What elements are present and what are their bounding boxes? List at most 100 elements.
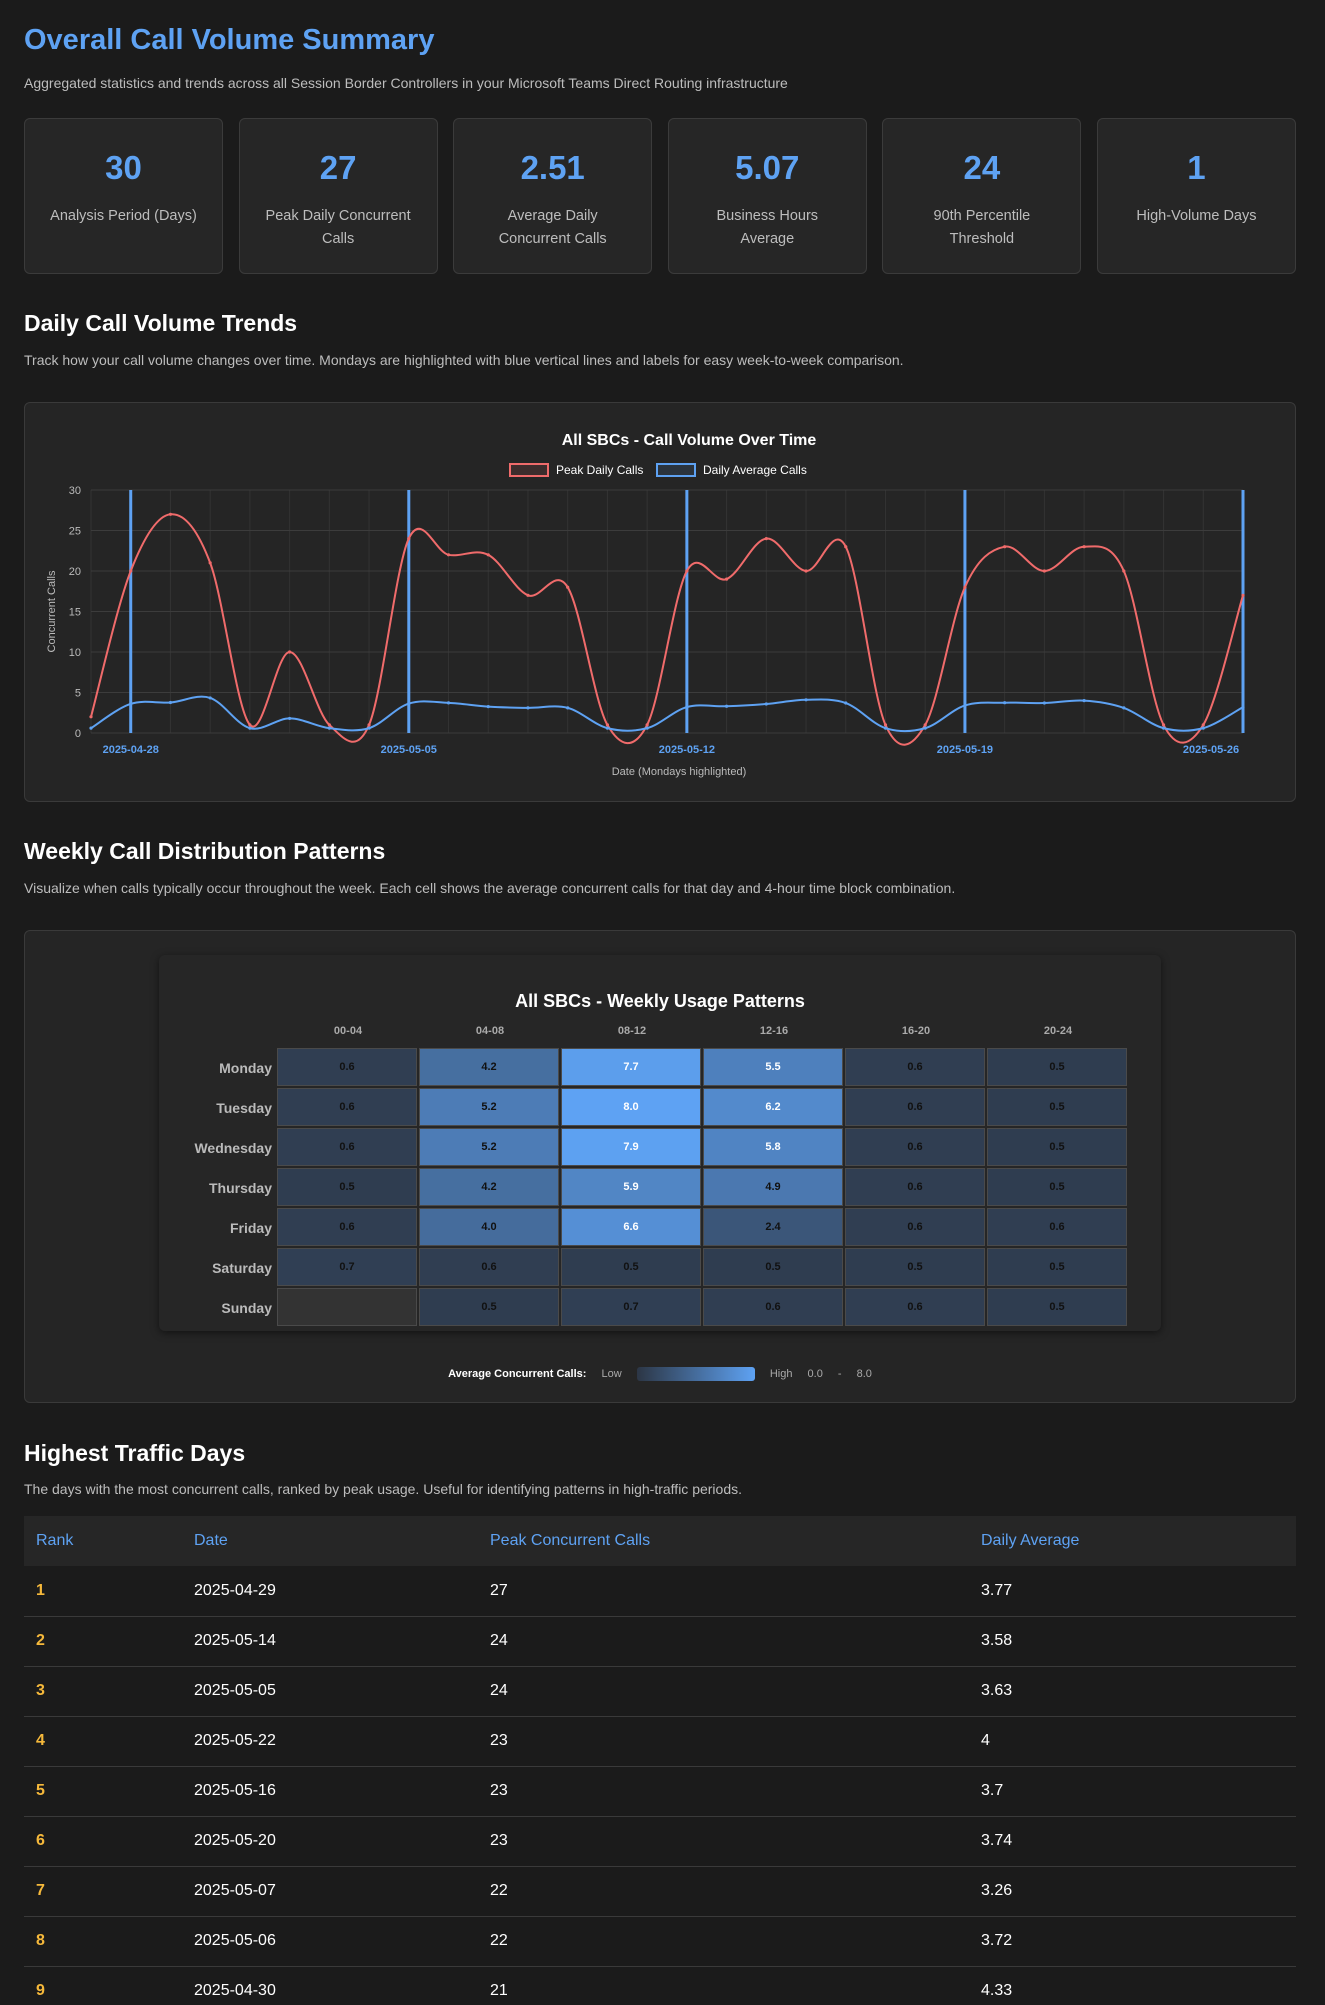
y-tick-label: 30 [69, 485, 81, 497]
data-point [685, 705, 689, 709]
heatmap-cell: 6.6 [561, 1208, 701, 1246]
stat-label: Peak Daily Concurrent Calls [265, 208, 411, 247]
average-cell: 3.26 [969, 1866, 1296, 1917]
series-line-average [90, 695, 1244, 733]
data-point [208, 696, 212, 700]
heatmap-card: All SBCs - Weekly Usage Patterns 00-04 04… [159, 955, 1161, 1331]
table-row: 8 2025-05-06 22 3.72 [24, 1916, 1296, 1967]
y-tick-label: 20 [69, 566, 81, 578]
y-axis-label: Concurrent Calls [46, 570, 58, 652]
legend-label: Peak Daily Calls [556, 463, 643, 477]
peak-cell: 27 [478, 1566, 969, 1617]
heatmap-cell: 0.6 [845, 1048, 985, 1086]
data-point [804, 569, 808, 573]
heatmap-column-header: 20-24 [1043, 1025, 1073, 1037]
average-cell: 4.33 [969, 1966, 1296, 2005]
data-point [724, 704, 729, 708]
legend-min: 0.0 [807, 1368, 823, 1380]
heatmap-cell: 0.5 [987, 1168, 1127, 1206]
data-point [1003, 545, 1007, 549]
data-point [1122, 569, 1126, 573]
heatmap-column-header: 08-12 [617, 1025, 647, 1037]
stat-card-analysis-period: 30 Analysis Period (Days) [24, 118, 223, 274]
data-point [486, 704, 490, 709]
heatmap-row-label: Tuesday [216, 1100, 272, 1116]
data-point [566, 706, 570, 710]
peak-cell: 23 [478, 1716, 969, 1767]
peak-cell: 24 [478, 1616, 969, 1667]
data-point [248, 726, 252, 730]
legend-gradient-bar [636, 1367, 755, 1381]
heatmap-cell: 0.5 [561, 1248, 701, 1286]
data-point [89, 715, 93, 719]
heatmap-cell: 5.8 [703, 1128, 843, 1166]
rank-cell: 8 [24, 1916, 182, 1967]
rank-cell: 1 [24, 1566, 182, 1617]
legend-low: Low [601, 1368, 622, 1380]
table-row: 9 2025-04-30 21 4.33 [24, 1966, 1296, 2005]
data-point [129, 702, 133, 706]
heatmap-cell: 5.5 [703, 1048, 843, 1086]
x-tick-label: 2025-05-12 [659, 744, 715, 756]
heatmap-row-label: Wednesday [194, 1140, 272, 1156]
stat-label: Business Hours Average [716, 208, 819, 247]
rank-cell: 7 [24, 1866, 182, 1917]
date-cell: 2025-05-06 [182, 1916, 478, 1967]
stat-value: 27 [319, 149, 357, 186]
heatmap-legend: Average Concurrent Calls: Low High 0.0 -… [25, 1367, 1295, 1381]
rank-cell: 6 [24, 1816, 182, 1867]
stat-card-peak-daily: 27 Peak Daily Concurrent Calls [238, 118, 438, 274]
data-point [327, 726, 331, 730]
legend-max: 8.0 [856, 1368, 872, 1380]
peak-cell: 22 [478, 1866, 969, 1917]
heatmap-cell: 0.6 [277, 1088, 417, 1126]
data-point [1042, 701, 1046, 705]
data-point [446, 553, 451, 557]
date-cell: 2025-05-14 [182, 1616, 478, 1667]
table-row: 4 2025-05-22 23 4 [24, 1716, 1296, 1767]
line-chart-panel: All SBCs - Call Volume Over Time Peak Dai… [24, 402, 1296, 802]
y-tick-label: 5 [75, 688, 81, 700]
heatmap-cell: 0.6 [845, 1128, 985, 1166]
data-point [1241, 705, 1245, 709]
call-volume-line-chart: All SBCs - Call Volume Over Time Peak Dai… [46, 432, 1245, 778]
average-cell: 3.58 [969, 1616, 1296, 1667]
heatmap-cell: 0.5 [987, 1288, 1127, 1326]
data-point [883, 726, 888, 730]
data-point [923, 723, 927, 727]
heatmap-row-label: Saturday [212, 1260, 272, 1276]
weekly-title: Weekly Call Distribution Patterns [24, 838, 386, 864]
stat-label: Analysis Period (Days) [50, 208, 197, 224]
heatmap-cell: 0.6 [277, 1048, 417, 1086]
data-point [288, 650, 292, 654]
data-point [844, 545, 848, 549]
heatmap-cell: 0.5 [419, 1288, 559, 1326]
data-point [1201, 726, 1205, 730]
heatmap-cell: 0.6 [845, 1208, 985, 1246]
data-point [1122, 706, 1126, 710]
rank-cell: 4 [24, 1716, 182, 1767]
data-point [89, 726, 93, 730]
data-point [1241, 593, 1245, 597]
stat-value: 24 [963, 149, 1001, 186]
heatmap-cell: 0.7 [561, 1288, 701, 1326]
column-header-peak: Peak Concurrent Calls [478, 1516, 969, 1566]
heatmap-row-label: Sunday [221, 1300, 272, 1316]
data-point [645, 723, 649, 727]
data-point [883, 723, 888, 727]
data-point [367, 723, 371, 727]
traffic-description: The days with the most concurrent calls,… [24, 1481, 742, 1497]
data-point [168, 512, 173, 516]
heatmap-cell: 0.6 [845, 1168, 985, 1206]
page-subtitle: Aggregated statistics and trends across … [24, 75, 788, 91]
weekly-description: Visualize when calls typically occur thr… [24, 880, 956, 896]
data-point [1082, 545, 1086, 549]
heatmap-cell [277, 1288, 417, 1326]
trends-description: Track how your call volume changes over … [24, 352, 904, 368]
data-point [1161, 726, 1166, 730]
data-point [1082, 699, 1086, 703]
heatmap-cell: 4.9 [703, 1168, 843, 1206]
data-point [486, 553, 490, 557]
rank-cell: 9 [24, 1966, 182, 2005]
table-row: 5 2025-05-16 23 3.7 [24, 1766, 1296, 1817]
